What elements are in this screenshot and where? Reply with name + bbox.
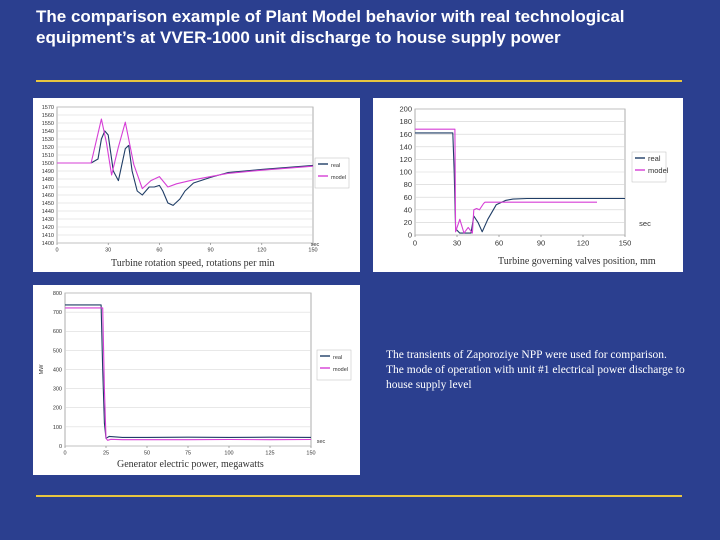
series-line-model [57, 118, 314, 190]
slide-description: The transients of Zaporoziye NPP were us… [386, 349, 685, 391]
footer-divider [36, 495, 682, 497]
y-tick-label: 1450 [42, 201, 54, 207]
legend-label: real [648, 154, 661, 163]
x-axis-label: sec [317, 439, 326, 445]
legend-label: model [333, 367, 348, 373]
y-tick-label: 1420 [42, 225, 54, 231]
x-tick-label: 120 [577, 239, 590, 248]
generator-power-chart: 0 100 200 300 400 500 600 700 800 0 25 50 75 100 125 15… [39, 291, 352, 457]
y-tick-label: 160 [399, 130, 412, 139]
x-tick-label: 0 [63, 451, 66, 457]
legend-box [314, 157, 350, 189]
y-tick-label: 60 [404, 193, 412, 202]
x-tick-label: 100 [224, 451, 233, 457]
speed-chart-panel: 1400 1410 1420 1430 1440 1450 1460 1470 1480 1490… [33, 98, 360, 272]
y-tick-label: 400 [53, 367, 62, 373]
y-tick-label: 1560 [42, 113, 54, 119]
legend-label: real [331, 163, 340, 169]
y-tick-label: 800 [53, 291, 62, 297]
x-tick-label: 25 [103, 451, 109, 457]
y-tick-label: 180 [399, 117, 412, 126]
series-line-model [65, 307, 312, 441]
legend-label: real [333, 355, 342, 361]
slide-title: The comparison example of Plant Model be… [36, 7, 625, 47]
x-tick-label: 60 [495, 239, 503, 248]
series-line-model [415, 128, 597, 234]
series-line-real [415, 132, 625, 234]
y-tick-label: 500 [53, 348, 62, 354]
y-tick-label: 100 [53, 425, 62, 431]
y-tick-label: 1410 [42, 233, 54, 239]
legend-box [631, 151, 667, 183]
y-tick-label: 0 [59, 444, 62, 450]
y-tick-label: 200 [53, 406, 62, 412]
power-chart-panel: 0 100 200 300 400 500 600 700 800 0 25 50 75 100 125 15… [33, 285, 360, 475]
y-tick-label: 40 [404, 205, 412, 214]
y-tick-label: 1460 [42, 193, 54, 199]
plot-area [56, 106, 314, 244]
y-tick-label: 100 [399, 168, 412, 177]
y-tick-label: 700 [53, 310, 62, 316]
y-tick-label: 1570 [42, 105, 54, 111]
power-chart-caption: Generator electric power, megawatts [117, 459, 264, 470]
x-tick-label: 150 [619, 239, 632, 248]
x-tick-label: 90 [208, 248, 214, 254]
valves-chart-panel: 0 20 40 60 80 100 120 140 160 180 200 0 30 60 90 120 150… [373, 98, 683, 272]
x-axis-label: sec [639, 219, 651, 228]
x-tick-label: 50 [144, 451, 150, 457]
valves-position-chart: 0 20 40 60 80 100 120 140 160 180 200 0 30 60 90 120 150… [399, 105, 669, 248]
legend-label: model [648, 166, 669, 175]
speed-chart-caption: Turbine rotation speed, rotations per mi… [111, 258, 275, 269]
y-tick-label: 300 [53, 387, 62, 393]
x-tick-label: 150 [306, 451, 315, 457]
y-tick-label: 1520 [42, 145, 54, 151]
y-tick-label: 1440 [42, 209, 54, 215]
x-tick-label: 75 [185, 451, 191, 457]
y-tick-label: 1540 [42, 129, 54, 135]
y-tick-label: 1550 [42, 121, 54, 127]
x-tick-label: 30 [453, 239, 461, 248]
legend-box [316, 349, 352, 381]
y-tick-label: 1510 [42, 153, 54, 159]
y-tick-label: 1530 [42, 137, 54, 143]
x-tick-label: 0 [413, 239, 417, 248]
x-tick-label: 60 [156, 248, 162, 254]
legend-label: model [331, 175, 346, 181]
y-tick-label: 80 [404, 180, 412, 189]
turbine-speed-chart: 1400 1410 1420 1430 1440 1450 1460 1470 1480 1490… [42, 105, 350, 254]
y-tick-label: 200 [399, 105, 412, 114]
x-axis-label: sec [311, 242, 320, 248]
y-axis-label: MW [39, 364, 45, 375]
y-tick-label: 0 [408, 231, 412, 240]
x-tick-label: 0 [55, 248, 58, 254]
valves-chart-caption: Turbine governing valves position, mm [498, 256, 656, 267]
y-tick-label: 20 [404, 218, 412, 227]
series-line-real [57, 130, 314, 206]
y-tick-label: 1490 [42, 169, 54, 175]
x-tick-label: 150 [308, 248, 317, 254]
y-tick-label: 120 [399, 155, 412, 164]
title-divider [36, 80, 682, 82]
y-tick-label: 1430 [42, 217, 54, 223]
y-tick-label: 140 [399, 142, 412, 151]
y-tick-label: 1470 [42, 185, 54, 191]
y-tick-label: 1400 [42, 241, 54, 247]
y-tick-label: 600 [53, 329, 62, 335]
y-tick-label: 1500 [42, 161, 54, 167]
x-tick-label: 125 [265, 451, 274, 457]
x-tick-label: 120 [257, 248, 266, 254]
x-tick-label: 30 [105, 248, 111, 254]
y-tick-label: 1480 [42, 177, 54, 183]
series-line-real [65, 304, 312, 439]
x-tick-label: 90 [537, 239, 545, 248]
